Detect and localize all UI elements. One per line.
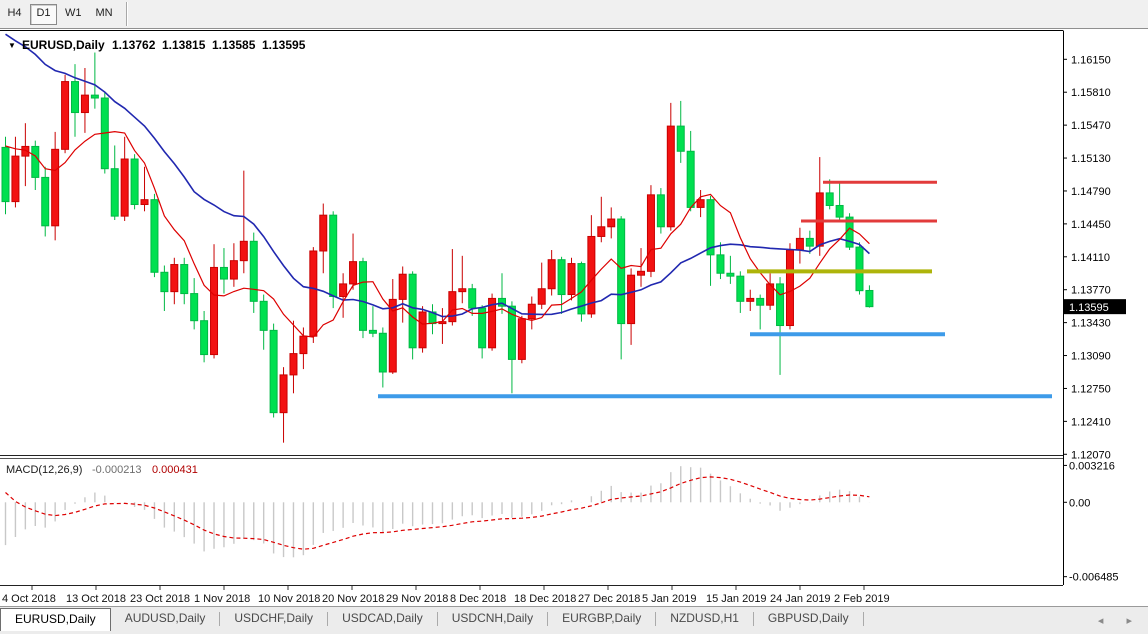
horizontal-lines-layer[interactable] xyxy=(378,180,1052,399)
svg-text:20 Nov 2018: 20 Nov 2018 xyxy=(322,593,384,605)
svg-text:1.12410: 1.12410 xyxy=(1071,416,1111,428)
svg-text:8 Dec 2018: 8 Dec 2018 xyxy=(450,593,506,605)
tab-usdcnh-daily[interactable]: USDCNH,Daily xyxy=(451,611,534,625)
chart-title: ▼ EURUSD,Daily 1.13762 1.13815 1.13585 1… xyxy=(8,38,306,52)
price-and-macd-chart[interactable]: 1.16150 1.15810 1.15470 1.15130 1.14790 1.144… xyxy=(0,29,1148,606)
symbol-dropdown-icon[interactable]: ▼ xyxy=(8,41,16,50)
svg-text:1.14450: 1.14450 xyxy=(1071,219,1111,231)
svg-text:-0.006485: -0.006485 xyxy=(1069,572,1119,584)
tab-separator xyxy=(655,612,657,626)
svg-text:24 Jan 2019: 24 Jan 2019 xyxy=(770,593,831,605)
ohlc-low: 1.13585 xyxy=(212,38,256,52)
chart-area[interactable]: 1.16150 1.15810 1.15470 1.15130 1.14790 1.144… xyxy=(0,29,1148,606)
svg-text:13 Oct 2018: 13 Oct 2018 xyxy=(66,593,126,605)
macd-signal-value: 0.000431 xyxy=(152,464,198,476)
svg-text:0.00: 0.00 xyxy=(1069,497,1090,509)
svg-text:1.15810: 1.15810 xyxy=(1071,87,1111,99)
svg-text:18 Dec 2018: 18 Dec 2018 xyxy=(514,593,576,605)
svg-text:1.12070: 1.12070 xyxy=(1071,449,1111,461)
macd-indicator-layer: 0.003216 0.00 -0.006485 xyxy=(4,460,1119,584)
tab-separator xyxy=(547,612,549,626)
timeframe-w1-button[interactable]: W1 xyxy=(65,6,82,19)
svg-text:2 Feb 2019: 2 Feb 2019 xyxy=(834,593,890,605)
timeframe-mn-button[interactable]: MN xyxy=(95,6,113,19)
panel-borders xyxy=(0,30,1064,586)
svg-text:0.003216: 0.003216 xyxy=(1069,460,1115,472)
tab-separator xyxy=(219,612,221,626)
tab-usdchf-daily[interactable]: USDCHF,Daily xyxy=(234,611,314,625)
tab-scroll-right-icon[interactable]: ▸ xyxy=(1126,615,1142,627)
tab-usdcad-daily[interactable]: USDCAD,Daily xyxy=(342,611,423,625)
svg-text:1.16150: 1.16150 xyxy=(1071,54,1111,66)
svg-text:5 Jan 2019: 5 Jan 2019 xyxy=(642,593,696,605)
svg-text:1.14110: 1.14110 xyxy=(1071,252,1110,264)
svg-text:1 Nov 2018: 1 Nov 2018 xyxy=(194,593,250,605)
svg-text:27 Dec 2018: 27 Dec 2018 xyxy=(578,593,640,605)
svg-text:1.14790: 1.14790 xyxy=(1071,186,1111,198)
toolbar-separator xyxy=(125,2,128,26)
candles-layer xyxy=(1,52,874,443)
svg-text:1.12750: 1.12750 xyxy=(1071,383,1111,395)
svg-text:1.13430: 1.13430 xyxy=(1071,318,1111,330)
tab-audusd-daily[interactable]: AUDUSD,Daily xyxy=(124,611,206,625)
tab-scroll-arrows: ◂ ▸ xyxy=(1098,614,1142,627)
timeframe-d1-button[interactable]: D1 xyxy=(30,3,57,25)
ohlc-close: 1.13595 xyxy=(262,38,306,52)
svg-text:1.13090: 1.13090 xyxy=(1071,351,1111,363)
tab-separator xyxy=(862,612,864,626)
timeframe-h4-button[interactable]: H4 xyxy=(7,6,22,19)
ohlc-high: 1.13815 xyxy=(162,38,206,52)
chart-tab-bar: EURUSD,Daily AUDUSD,Daily USDCHF,Daily U… xyxy=(0,606,1148,634)
tab-separator xyxy=(327,612,329,626)
tab-eurgbp-daily[interactable]: EURGBP,Daily xyxy=(562,611,642,625)
svg-text:15 Jan 2019: 15 Jan 2019 xyxy=(706,593,767,605)
chart-title-symbol: EURUSD,Daily xyxy=(22,38,105,52)
tab-separator xyxy=(436,612,438,626)
svg-text:23 Oct 2018: 23 Oct 2018 xyxy=(130,593,190,605)
macd-name: MACD(12,26,9) xyxy=(6,464,82,476)
price-axis[interactable]: 1.16150 1.15810 1.15470 1.15130 1.14790 1.144… xyxy=(1063,54,1126,461)
svg-text:4 Oct 2018: 4 Oct 2018 xyxy=(2,593,56,605)
tab-gbpusd-daily[interactable]: GBPUSD,Daily xyxy=(767,611,849,625)
current-price-badge: 1.13595 xyxy=(1069,302,1109,314)
svg-text:1.15130: 1.15130 xyxy=(1071,153,1111,165)
timeframe-toolbar: H4 D1 W1 MN xyxy=(0,0,1148,29)
date-axis[interactable]: 4 Oct 2018 13 Oct 2018 23 Oct 2018 1 Nov 20… xyxy=(2,586,890,605)
tab-separator xyxy=(752,612,754,626)
svg-text:1.15470: 1.15470 xyxy=(1071,120,1111,132)
svg-text:10 Nov 2018: 10 Nov 2018 xyxy=(258,593,320,605)
moving-averages-layer xyxy=(5,33,870,338)
macd-main-value: -0.000213 xyxy=(92,464,142,476)
ohlc-open: 1.13762 xyxy=(112,38,156,52)
svg-text:1.13770: 1.13770 xyxy=(1071,285,1111,297)
tab-eurusd-daily[interactable]: EURUSD,Daily xyxy=(0,608,111,631)
svg-text:29 Nov 2018: 29 Nov 2018 xyxy=(386,593,448,605)
macd-label: MACD(12,26,9) -0.000213 0.000431 xyxy=(6,464,198,476)
tab-scroll-left-icon[interactable]: ◂ xyxy=(1097,615,1114,627)
tab-nzdusd-h1[interactable]: NZDUSD,H1 xyxy=(670,611,739,625)
